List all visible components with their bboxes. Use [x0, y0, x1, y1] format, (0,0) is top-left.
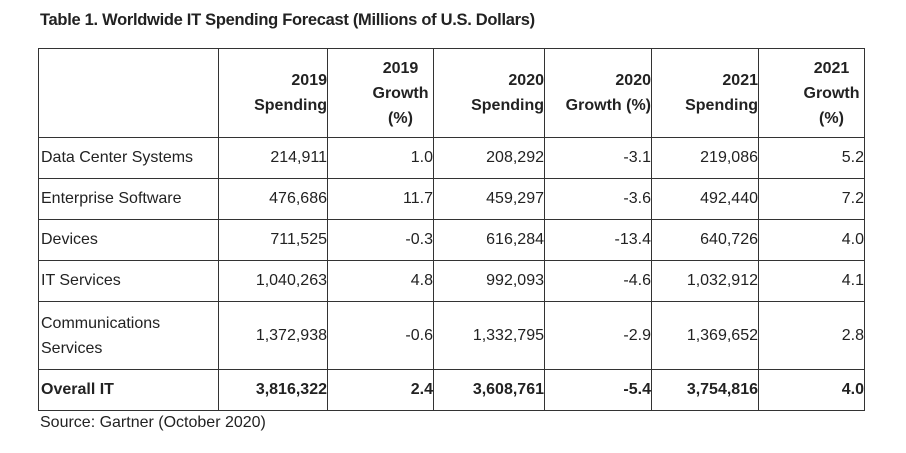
- row-label: Data Center Systems: [38, 137, 219, 179]
- cell-2020-spending: 616,284: [433, 219, 545, 261]
- cell-2019-growth: 2.4: [327, 369, 434, 411]
- cell-2021-spending: 219,086: [651, 137, 759, 179]
- cell-2020-spending: 459,297: [433, 178, 545, 220]
- header-line: 2021: [722, 72, 758, 89]
- header-line: (%): [819, 109, 844, 127]
- row-label-line: Communications: [41, 314, 161, 332]
- cell-2021-spending: 1,032,912: [651, 260, 759, 302]
- cell-2021-growth: 4.1: [758, 260, 865, 302]
- table-row: Enterprise Software 476,686 11.7 459,297…: [38, 178, 865, 220]
- cell-2021-growth: 4.0: [758, 219, 865, 261]
- table-row: Data Center Systems 214,911 1.0 208,292 …: [38, 137, 865, 179]
- cell-2021-spending: 1,369,652: [651, 301, 759, 370]
- header-line: 2021: [813, 59, 850, 77]
- cell-2019-spending: 3,816,322: [218, 369, 328, 411]
- row-label: Communications Services: [38, 301, 219, 370]
- cell-2020-spending: 3,608,761: [433, 369, 545, 411]
- cell-2019-growth: -0.6: [327, 301, 434, 370]
- header-line: Growth: [803, 84, 860, 102]
- header-line: (%): [388, 109, 413, 127]
- row-label: Enterprise Software: [38, 178, 219, 220]
- cell-2020-growth: -3.6: [544, 178, 652, 220]
- header-2019-spending: 2019 Spending: [218, 48, 328, 138]
- table-row: Devices 711,525 -0.3 616,284 -13.4 640,7…: [38, 219, 865, 261]
- cell-2020-spending: 992,093: [433, 260, 545, 302]
- header-line: Spending: [254, 97, 327, 114]
- table-title: Table 1. Worldwide IT Spending Forecast …: [40, 11, 535, 29]
- row-label: Overall IT: [38, 369, 219, 411]
- total-row: Overall IT 3,816,322 2.4 3,608,761 -5.4 …: [38, 369, 865, 411]
- cell-2021-spending: 3,754,816: [651, 369, 759, 411]
- cell-2020-spending: 208,292: [433, 137, 545, 179]
- header-line: 2020: [615, 72, 651, 89]
- cell-2019-spending: 1,040,263: [218, 260, 328, 302]
- cell-2019-growth: 1.0: [327, 137, 434, 179]
- header-line: 2019: [382, 59, 419, 77]
- table-row: Communications Services 1,372,938 -0.6 1…: [38, 301, 865, 370]
- header-2021-growth: 2021 Growth (%): [758, 48, 865, 138]
- header-2020-spending: 2020 Spending: [433, 48, 545, 138]
- row-label: Devices: [38, 219, 219, 261]
- header-line: 2019: [291, 72, 327, 89]
- header-line: 2020: [508, 72, 544, 89]
- cell-2020-spending: 1,332,795: [433, 301, 545, 370]
- cell-2020-growth: -4.6: [544, 260, 652, 302]
- cell-2019-spending: 711,525: [218, 219, 328, 261]
- header-line: Growth: [372, 84, 429, 102]
- header-2020-growth: 2020 Growth (%): [544, 48, 652, 138]
- row-label: IT Services: [38, 260, 219, 302]
- cell-2019-spending: 1,372,938: [218, 301, 328, 370]
- cell-2020-growth: -3.1: [544, 137, 652, 179]
- cell-2019-growth: 4.8: [327, 260, 434, 302]
- table-row: IT Services 1,040,263 4.8 992,093 -4.6 1…: [38, 260, 865, 302]
- cell-2021-growth: 2.8: [758, 301, 865, 370]
- cell-2021-spending: 640,726: [651, 219, 759, 261]
- header-cell-empty: [38, 48, 219, 138]
- header-line: Growth (%): [565, 97, 651, 114]
- header-row: 2019 Spending 2019 Growth (%) 2020 Spend…: [38, 48, 865, 138]
- source-note: Source: Gartner (October 2020): [40, 414, 266, 431]
- cell-2021-growth: 4.0: [758, 369, 865, 411]
- header-2021-spending: 2021 Spending: [651, 48, 759, 138]
- cell-2019-spending: 214,911: [218, 137, 328, 179]
- cell-2021-growth: 5.2: [758, 137, 865, 179]
- header-line: Spending: [685, 97, 758, 114]
- row-label-line: Services: [41, 339, 103, 357]
- cell-2020-growth: -5.4: [544, 369, 652, 411]
- cell-2021-growth: 7.2: [758, 178, 865, 220]
- header-2019-growth: 2019 Growth (%): [327, 48, 434, 138]
- cell-2020-growth: -13.4: [544, 219, 652, 261]
- header-line: Spending: [471, 97, 544, 114]
- cell-2019-growth: 11.7: [327, 178, 434, 220]
- it-spending-table: 2019 Spending 2019 Growth (%) 2020 Spend…: [38, 48, 865, 411]
- cell-2019-growth: -0.3: [327, 219, 434, 261]
- cell-2020-growth: -2.9: [544, 301, 652, 370]
- cell-2019-spending: 476,686: [218, 178, 328, 220]
- cell-2021-spending: 492,440: [651, 178, 759, 220]
